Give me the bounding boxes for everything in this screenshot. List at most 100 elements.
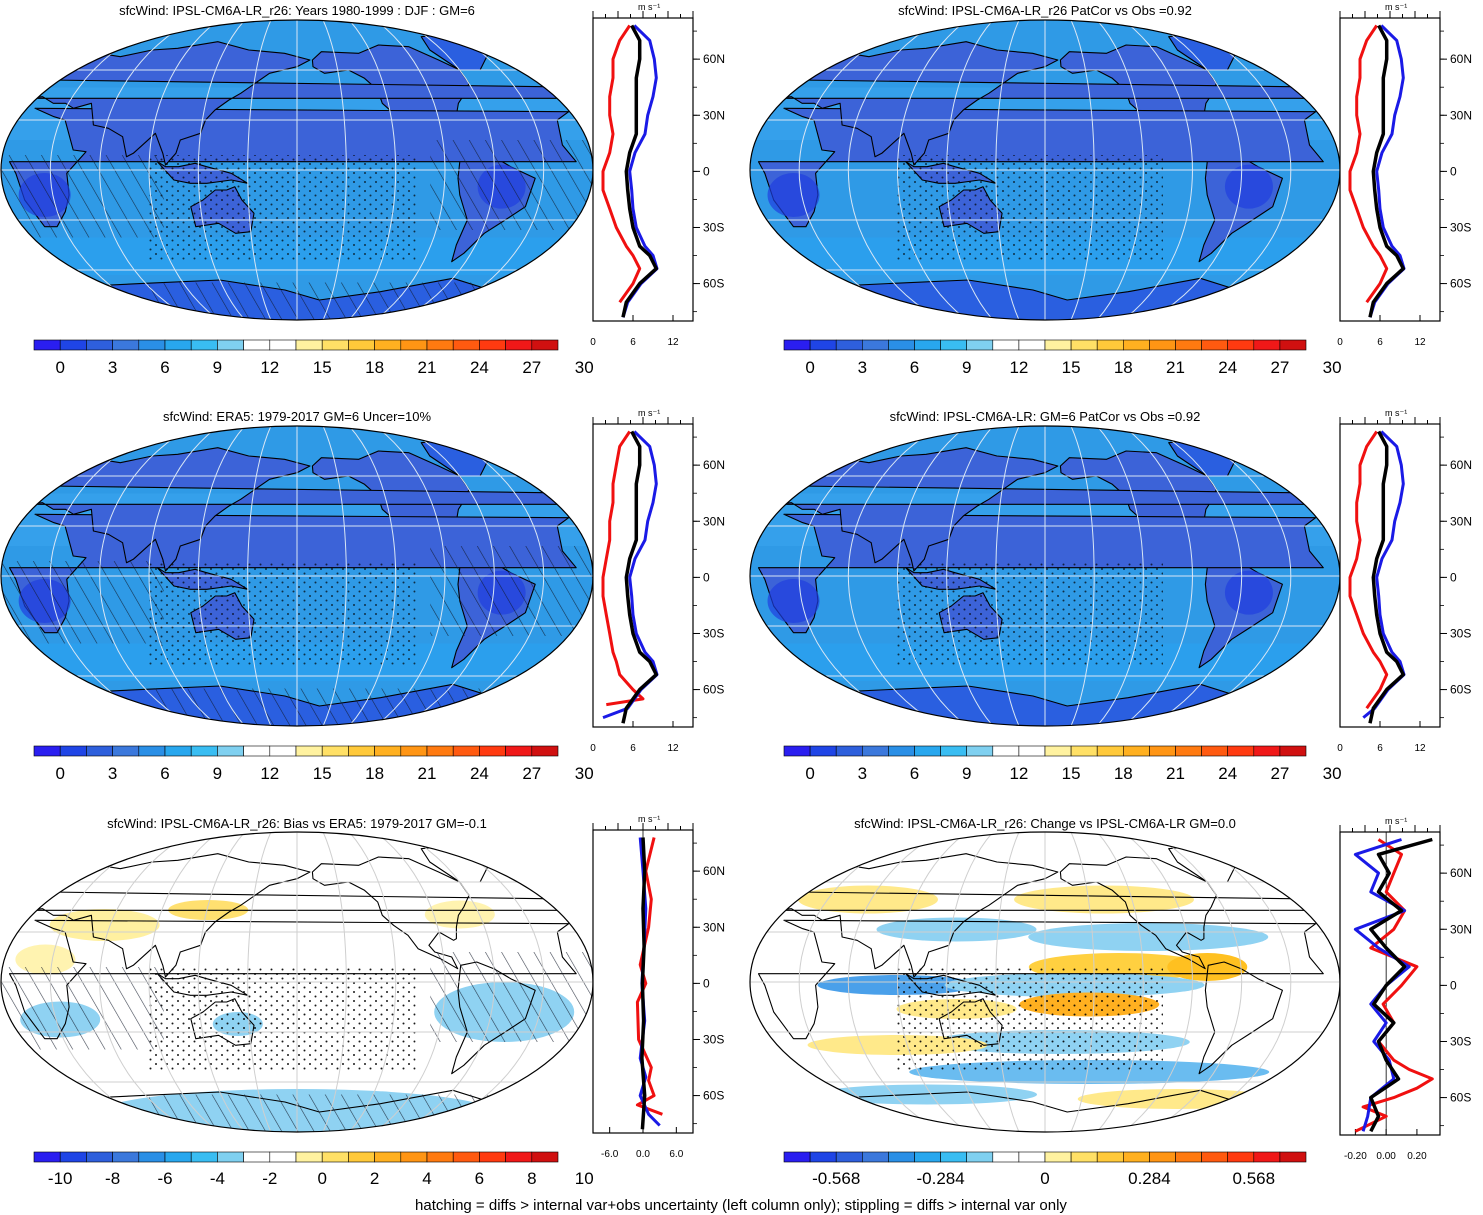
panel-2-title: sfcWind: IPSL-CM6A-LR_r26 PatCor vs Obs …: [898, 3, 1192, 18]
meridian: [197, 426, 246, 726]
meridian: [1122, 426, 1194, 726]
colorbar-cell: [966, 339, 994, 351]
meridian: [946, 426, 994, 726]
colorbar-label: 0: [805, 764, 814, 783]
lat-tick-label: 30N: [1450, 108, 1472, 122]
continent-north-america: [1059, 856, 1217, 970]
colorbar-label: 6: [160, 358, 169, 377]
colorbar-cell: [426, 1151, 454, 1163]
colorbar-label: 27: [1270, 358, 1289, 377]
colorbar-label: 6: [160, 764, 169, 783]
lat-tick-label: 0: [703, 164, 710, 178]
meridian: [1070, 832, 1095, 1132]
x-tick-label: -0.20: [1344, 1151, 1367, 1162]
colorbar-label: 18: [365, 764, 384, 783]
meridian: [427, 832, 545, 1132]
colorbar-label: -6: [157, 1169, 172, 1188]
colorbar-cell: [243, 745, 271, 757]
units-label: m s⁻¹: [638, 2, 660, 12]
colorbar-cell: [243, 339, 271, 351]
meridian: [322, 832, 347, 1132]
hatching: [430, 952, 593, 1042]
colorbar-cell: [190, 745, 218, 757]
meridian: [247, 832, 272, 1132]
lat-tick-label: 0: [703, 570, 710, 584]
meridian: [148, 426, 220, 726]
colorbar-cell: [940, 1151, 967, 1163]
colorbar-label: 2: [370, 1169, 379, 1188]
meridian: [374, 20, 446, 320]
colorbar-cell: [1123, 745, 1150, 757]
map-field: [750, 20, 1340, 320]
change-patch: [817, 1084, 1037, 1105]
panel-6-colorbar: -0.568 -0.284 0 0.284 0.568: [783, 1151, 1307, 1188]
meridian: [1096, 20, 1144, 320]
map-field: [750, 832, 1340, 1132]
x-tick-label: 12: [667, 337, 679, 348]
colorbar-cell: [452, 339, 480, 351]
red-profile-line: [1354, 838, 1434, 1133]
meridian: [896, 832, 968, 1132]
panel-4-profile: m s⁻¹ 60N 30N 0 30S 60S 0 6 12: [1337, 408, 1472, 754]
x-tick-label: 6: [630, 337, 636, 348]
colorbar-cell: [1096, 1151, 1124, 1163]
colorbar-cell: [835, 1151, 863, 1163]
colorbar-cell: [1201, 1151, 1228, 1163]
stippling: [897, 561, 1163, 666]
change-patch: [1014, 885, 1194, 914]
lat-tick-label: 30N: [703, 108, 725, 122]
meridian: [995, 20, 1020, 320]
units-label: m s⁻¹: [1385, 408, 1407, 418]
lat-tick-label: 30S: [1450, 626, 1471, 640]
lat-tick-label: 60S: [703, 277, 724, 291]
meridian: [348, 832, 397, 1132]
profile-frame: [592, 423, 694, 728]
meridian: [995, 426, 1020, 726]
meridian: [99, 832, 193, 1132]
panel-6-map: [749, 831, 1341, 1133]
colorbar-label: 10: [575, 1169, 594, 1188]
lat-tick-label: 60N: [1450, 458, 1472, 472]
meridian: [946, 20, 994, 320]
colorbar-label: -2: [262, 1169, 277, 1188]
colorbar-label: 24: [470, 764, 489, 783]
colorbar-label: 24: [470, 358, 489, 377]
continent-africa: [757, 919, 1324, 1040]
meridian: [798, 426, 916, 726]
colorbar-cell: [940, 745, 967, 757]
colorbar-cell: [531, 1151, 559, 1163]
meridian: [401, 20, 495, 320]
lat-tick-label: 60S: [703, 683, 724, 697]
colorbar-cell: [190, 339, 218, 351]
continent-antarctica: [822, 1089, 1266, 1132]
colorbar-label: -10: [48, 1169, 73, 1188]
colorbar-cell: [1201, 339, 1228, 351]
meridian: [847, 426, 942, 726]
colorbar-cell: [1018, 339, 1046, 351]
colorbar-label: 27: [522, 358, 541, 377]
colorbar-cell: [33, 1151, 61, 1163]
colorbar-cell: [164, 1151, 192, 1163]
colorbar-cell: [1175, 1151, 1202, 1163]
colorbar-label: 21: [418, 358, 437, 377]
meridian: [49, 20, 167, 320]
stippling: [897, 155, 1163, 260]
dark-land: [1224, 570, 1273, 615]
stippling: [149, 967, 416, 1072]
colorbar-cell: [112, 745, 140, 757]
x-tick-label: 6: [630, 743, 636, 754]
colorbar-label: 3: [858, 358, 867, 377]
colorbar-label: 21: [1166, 358, 1185, 377]
colorbar-label: 9: [213, 358, 222, 377]
lat-tick-label: 60N: [1450, 52, 1472, 66]
meridian: [1122, 832, 1194, 1132]
colorbar-cell: [269, 745, 297, 757]
meridian: [401, 832, 495, 1132]
meridian: [348, 426, 397, 726]
meridian: [247, 426, 272, 726]
meridian: [798, 832, 916, 1132]
stippling: [149, 561, 416, 666]
colorbar-cell: [505, 745, 533, 757]
meridian: [1174, 20, 1292, 320]
colorbar-cell: [992, 1151, 1020, 1163]
